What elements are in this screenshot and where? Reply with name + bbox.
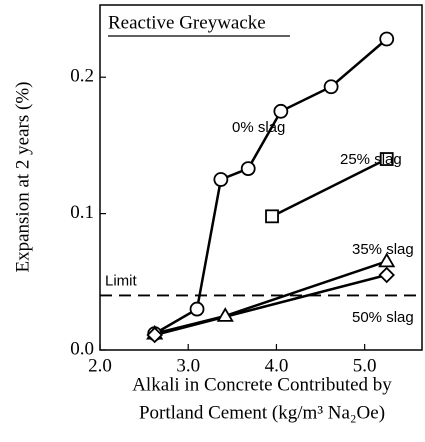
x-tick-label: 4.0	[265, 355, 289, 376]
marker	[323, 79, 339, 95]
x-tick-label: 5.0	[353, 355, 377, 376]
y-tick-label: 0.0	[70, 338, 94, 359]
marker	[378, 266, 395, 284]
marker	[379, 152, 394, 166]
marker	[240, 161, 256, 176]
series-label: 0% slag	[232, 119, 285, 136]
y-axis-label: Expansion at 2 years (%)	[12, 82, 33, 273]
marker	[189, 301, 205, 317]
marker	[216, 307, 234, 322]
marker	[265, 209, 279, 224]
plot-frame	[99, 4, 423, 351]
x-axis-label: Portland Cement (kg/m³ Na₂Oe)	[139, 402, 385, 423]
y-tick-label: 0.1	[70, 202, 94, 223]
series-label: 25% slag	[340, 151, 402, 168]
limit-label: Limit	[105, 272, 138, 289]
series-line	[154, 38, 388, 335]
marker	[273, 103, 289, 119]
marker	[146, 326, 163, 344]
y-tick-label: 0.2	[70, 66, 94, 87]
x-tick-label: 2.0	[88, 355, 112, 376]
x-axis-label: Alkali in Concrete Contributed by	[132, 374, 392, 395]
series-line	[154, 273, 388, 337]
series-label: 35% slag	[352, 241, 414, 258]
marker	[379, 31, 395, 47]
series-label: 50% slag	[352, 309, 414, 326]
marker	[378, 252, 396, 268]
chart-title: Reactive Greywacke	[108, 12, 266, 33]
x-tick-label: 3.0	[176, 355, 200, 376]
series-line	[271, 157, 388, 218]
marker	[213, 172, 229, 187]
